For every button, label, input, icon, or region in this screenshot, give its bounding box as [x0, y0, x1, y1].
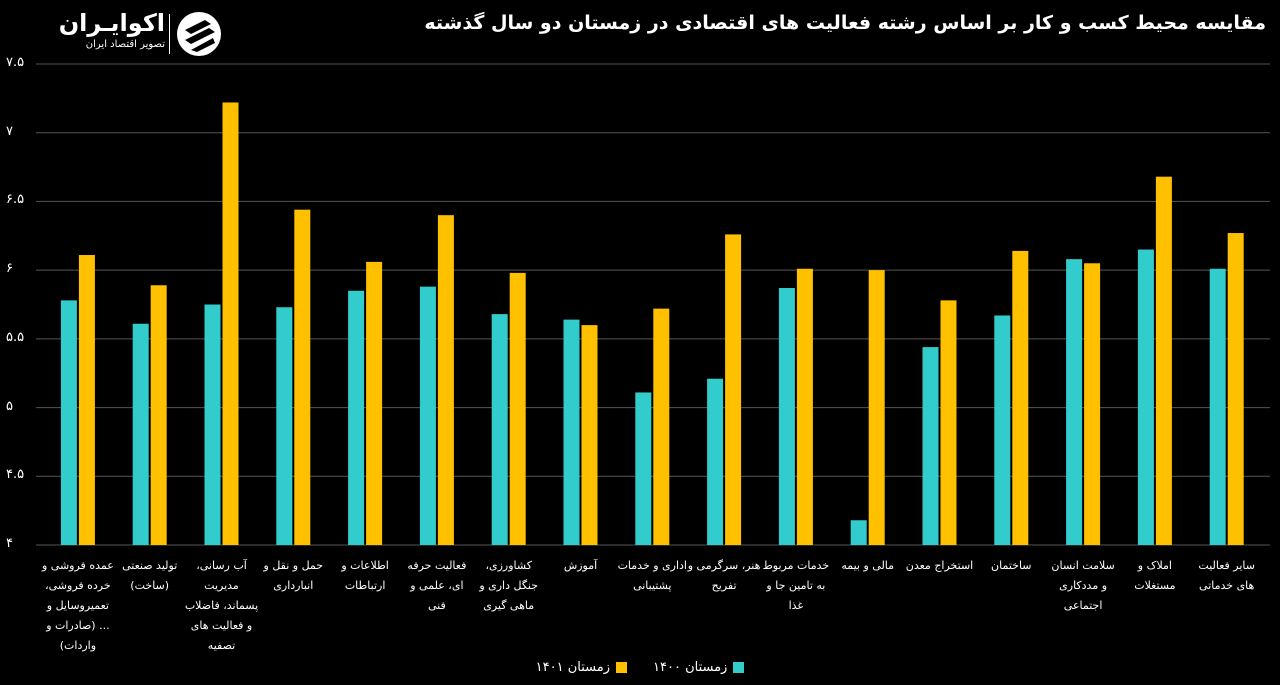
bar-1400 [778, 288, 795, 545]
bar-1400 [132, 323, 149, 545]
y-tick-label: ۷.۵ [6, 55, 25, 70]
bar-1400 [707, 378, 724, 545]
category-label: استخراج معدن [905, 559, 974, 572]
category-label: املاک و مستغلات [1134, 559, 1176, 592]
bar-1401 [940, 300, 957, 545]
bar-1400 [276, 307, 293, 545]
bar-1400 [419, 286, 436, 545]
category-label: فعالیت حرفه ای، علمی و فنی [407, 559, 467, 612]
bar-1401 [1227, 233, 1244, 545]
category-label: تولید صنعتی (ساخت) [122, 559, 178, 592]
bar-1401 [78, 255, 95, 546]
legend-swatch-1400 [733, 662, 745, 673]
logo: اکوایـران تصویر اقتصاد ایران [55, 8, 225, 60]
legend-item-1401: زمستان ۱۴۰۱ [536, 660, 627, 675]
category-label: آب رسانی، مدیریت پسماند، فاضلاب و فعالیت ها… [184, 559, 259, 652]
legend-item-1400: زمستان ۱۴۰۰ [653, 660, 745, 675]
bar-1401 [222, 102, 239, 545]
y-tick-label: ۷ [6, 123, 13, 139]
bar-1400 [204, 304, 221, 545]
bar-1400 [348, 290, 365, 545]
category-label: ساختمان [991, 559, 1032, 572]
bar-1400 [60, 300, 77, 545]
category-label: هنر، سرگرمی و تفریح [687, 559, 761, 592]
y-tick-label: ۵ [6, 398, 13, 414]
category-label: کشاورزی، جنگل داری و ماهی گیری [479, 559, 539, 612]
y-tick-label: ۴.۵ [6, 467, 25, 483]
legend: زمستان ۱۴۰۰ زمستان ۱۴۰۱ [0, 660, 1280, 675]
bar-1400 [922, 347, 939, 545]
bar-1400 [491, 314, 508, 545]
y-tick-label: ۴ [6, 536, 13, 551]
bar-1401 [796, 268, 813, 545]
category-label: خدمات مربوط به تامین جا و غذا [762, 559, 830, 612]
category-label: حمل و نقل و انبارداری [263, 559, 324, 592]
bar-1400 [1137, 249, 1154, 545]
bars [60, 102, 1244, 546]
grid-lines [36, 63, 1270, 546]
y-tick-label: ۵.۵ [6, 329, 25, 345]
bar-1400 [563, 319, 580, 545]
bar-1400 [850, 520, 867, 545]
ecoiran-logo-icon [177, 12, 221, 56]
category-label: آموزش [563, 559, 598, 572]
bar-1401 [1155, 176, 1172, 546]
bar-1401 [437, 215, 454, 545]
logo-tagline: تصویر اقتصاد ایران [85, 39, 165, 50]
bar-1401 [1084, 263, 1101, 545]
y-tick-label: ۶.۵ [6, 192, 25, 208]
bar-1401 [366, 261, 383, 545]
legend-label-1401: زمستان ۱۴۰۱ [535, 660, 610, 675]
legend-swatch-1401 [616, 662, 627, 673]
y-tick-label: ۶ [6, 261, 13, 277]
bar-1400 [635, 392, 652, 545]
bar-1401 [725, 234, 742, 545]
bar-1401 [868, 270, 885, 545]
category-label: سایر فعالیت های خدماتی [1198, 559, 1255, 592]
category-label: مالی و بیمه [841, 559, 895, 572]
category-label: سلامت انسان و مددکاری اجتماعی [1051, 559, 1115, 612]
bar-1401 [150, 285, 167, 545]
category-label: عمده فروشی و خرده فروشی، تعمیروسایل و... (… [41, 559, 114, 652]
category-label: اطلاعات و ارتباطات [341, 559, 389, 592]
bar-1401 [294, 209, 311, 545]
chart-title: مقایسه محیط کسب و کار بر اساس رشته فعالی… [424, 12, 1266, 34]
bar-1401 [1012, 250, 1029, 545]
bar-1400 [1209, 268, 1226, 545]
bar-1401 [581, 325, 598, 545]
bar-1400 [1066, 259, 1083, 545]
bar-1401 [653, 308, 670, 545]
logo-name: اکوایـران [58, 9, 165, 37]
category-label: اداری و خدمات پشتیبانی [617, 559, 687, 592]
bar-1401 [509, 272, 526, 545]
logo-divider [169, 14, 170, 54]
bar-1400 [994, 315, 1011, 545]
legend-label-1400: زمستان ۱۴۰۰ [653, 660, 728, 675]
